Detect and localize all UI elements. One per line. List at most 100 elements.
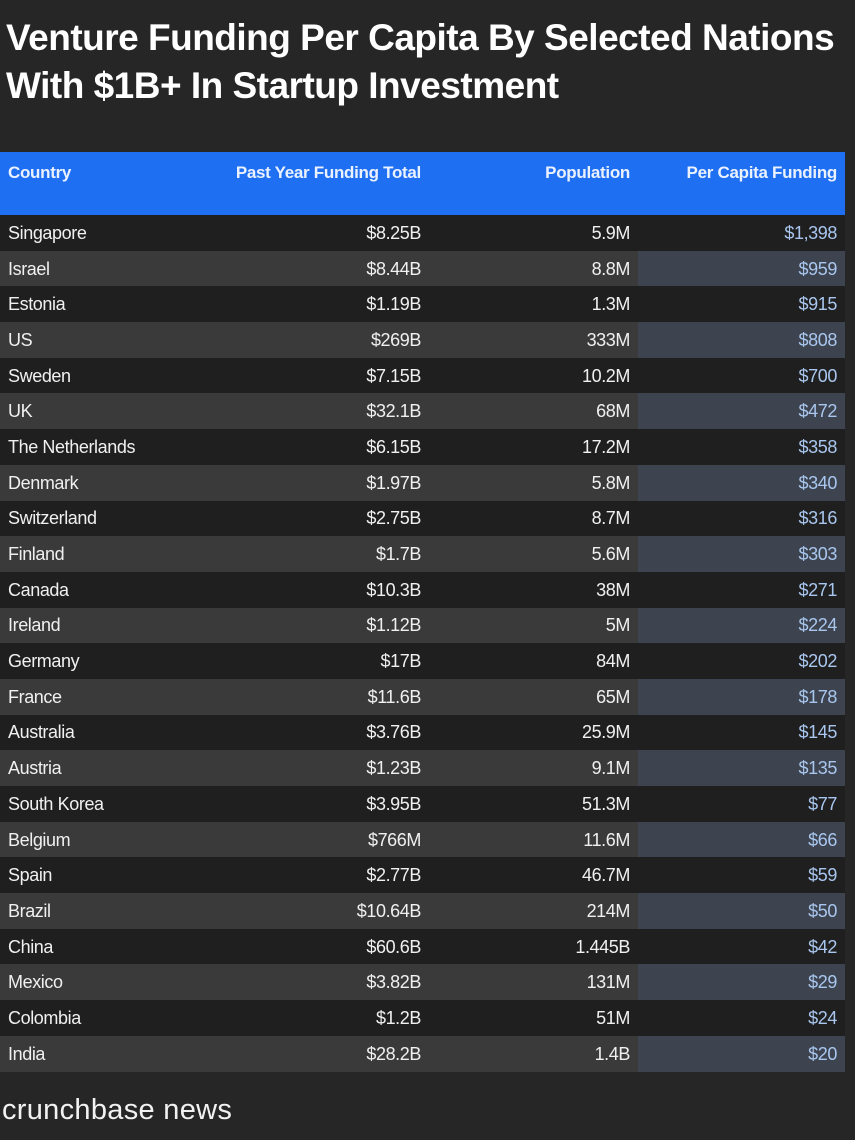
crunchbase-news-logo: crunchbase news bbox=[2, 1094, 233, 1126]
funding-cell: $10.3B bbox=[366, 579, 421, 600]
per-capita-cell: $24 bbox=[808, 1007, 837, 1028]
table-header-row: Country Past Year Funding Total Populati… bbox=[0, 152, 845, 215]
table-row: China $60.6B 1.445B $42 bbox=[0, 928, 845, 965]
funding-cell: $1.7B bbox=[375, 544, 421, 565]
population-cell: 51.3M bbox=[581, 793, 630, 814]
population-cell: 5.9M bbox=[591, 222, 631, 243]
country-cell: India bbox=[8, 1043, 46, 1064]
population-cell: 8.7M bbox=[591, 508, 631, 529]
country-cell: France bbox=[8, 686, 62, 707]
funding-cell: $32.1B bbox=[366, 401, 421, 422]
per-capita-cell: $358 bbox=[798, 436, 838, 457]
population-cell: 131M bbox=[586, 972, 631, 993]
per-capita-cell: $145 bbox=[798, 722, 838, 743]
table-row: Ireland $1.12B 5M $224 bbox=[0, 607, 845, 644]
per-capita-cell: $808 bbox=[638, 322, 845, 358]
table-row: France $11.6B 65M $178 bbox=[0, 678, 845, 715]
table-row: South Korea $3.95B 51.3M $77 bbox=[0, 786, 845, 822]
funding-cell: $3.76B bbox=[366, 722, 421, 743]
funding-cell: $6.15B bbox=[366, 436, 421, 457]
table-row: Denmark $1.97B 5.8M $340 bbox=[0, 464, 845, 501]
country-cell: China bbox=[8, 936, 54, 957]
population-cell: 5M bbox=[605, 615, 631, 636]
country-cell: UK bbox=[8, 401, 33, 422]
per-capita-cell: $1,398 bbox=[784, 222, 837, 243]
per-capita-cell: $340 bbox=[638, 464, 845, 501]
funding-table: Country Past Year Funding Total Populati… bbox=[0, 152, 845, 1072]
funding-cell: $60.6B bbox=[366, 936, 421, 957]
population-cell: 10.2M bbox=[581, 365, 630, 386]
per-capita-cell: $66 bbox=[638, 821, 845, 858]
column-header-country: Country bbox=[0, 152, 216, 215]
country-cell: Switzerland bbox=[8, 508, 97, 529]
funding-cell: $1.19B bbox=[366, 294, 421, 315]
funding-cell: $8.44B bbox=[366, 258, 421, 279]
table-row: Austria $1.23B 9.1M $135 bbox=[0, 750, 845, 786]
population-cell: 333M bbox=[586, 329, 631, 350]
population-cell: 51M bbox=[596, 1007, 630, 1028]
country-cell: Finland bbox=[8, 544, 65, 565]
table-row: Estonia $1.19B 1.3M $915 bbox=[0, 286, 845, 323]
country-cell: Estonia bbox=[8, 294, 66, 315]
funding-cell: $17B bbox=[380, 651, 422, 672]
per-capita-cell: $135 bbox=[638, 750, 845, 786]
funding-cell: $1.2B bbox=[375, 1007, 421, 1028]
funding-cell: $3.82B bbox=[366, 972, 421, 993]
per-capita-cell: $77 bbox=[808, 793, 837, 814]
funding-cell: $8.25B bbox=[366, 222, 421, 243]
funding-cell: $7.15B bbox=[366, 365, 421, 386]
per-capita-cell: $29 bbox=[638, 964, 845, 1001]
country-cell: Ireland bbox=[8, 615, 61, 636]
country-cell: Spain bbox=[8, 865, 53, 886]
population-cell: 25.9M bbox=[581, 722, 630, 743]
population-cell: 9.1M bbox=[591, 758, 631, 779]
population-cell: 1.4B bbox=[594, 1043, 631, 1064]
funding-cell: $1.12B bbox=[366, 615, 421, 636]
population-cell: 65M bbox=[596, 686, 630, 707]
funding-cell: $269B bbox=[370, 329, 421, 350]
country-cell: Australia bbox=[8, 722, 75, 743]
population-cell: 214M bbox=[586, 900, 631, 921]
country-cell: Belgium bbox=[8, 829, 71, 850]
column-header-per-capita: Per Capita Funding bbox=[638, 152, 845, 215]
funding-cell: $1.23B bbox=[366, 758, 421, 779]
funding-cell: $11.6B bbox=[367, 686, 422, 707]
funding-cell: $10.64B bbox=[356, 900, 422, 921]
column-header-funding: Past Year Funding Total bbox=[216, 152, 429, 215]
country-cell: Austria bbox=[8, 758, 62, 779]
country-cell: Colombia bbox=[8, 1007, 81, 1028]
funding-cell: $1.97B bbox=[366, 472, 421, 493]
table-row: India $28.2B 1.4B $20 bbox=[0, 1035, 845, 1072]
per-capita-cell: $959 bbox=[638, 250, 845, 287]
table-row: UK $32.1B 68M $472 bbox=[0, 393, 845, 430]
country-cell: The Netherlands bbox=[8, 436, 136, 457]
country-cell: Brazil bbox=[8, 900, 51, 921]
population-cell: 68M bbox=[596, 401, 630, 422]
funding-cell: $2.75B bbox=[366, 508, 421, 529]
population-cell: 1.3M bbox=[591, 294, 631, 315]
per-capita-cell: $42 bbox=[808, 936, 837, 957]
table-body: Singapore $8.25B 5.9M $1,398 Israel $8.44B 8.8… bbox=[0, 215, 845, 1072]
column-header-population: Population bbox=[429, 152, 638, 215]
per-capita-cell: $915 bbox=[798, 294, 838, 315]
per-capita-cell: $472 bbox=[638, 393, 845, 430]
country-cell: Germany bbox=[8, 651, 80, 672]
table-row: Colombia $1.2B 51M $24 bbox=[0, 1000, 845, 1036]
population-cell: 17.2M bbox=[581, 436, 630, 457]
population-cell: 84M bbox=[596, 651, 630, 672]
table-row: The Netherlands $6.15B 17.2M $358 bbox=[0, 429, 845, 465]
table-row: Singapore $8.25B 5.9M $1,398 bbox=[0, 215, 845, 251]
table-row: Israel $8.44B 8.8M $959 bbox=[0, 250, 845, 287]
table-row: Switzerland $2.75B 8.7M $316 bbox=[0, 500, 845, 537]
table-row: Mexico $3.82B 131M $29 bbox=[0, 964, 845, 1001]
table-row: Belgium $766M 11.6M $66 bbox=[0, 821, 845, 858]
table-row: Canada $10.3B 38M $271 bbox=[0, 571, 845, 608]
per-capita-cell: $20 bbox=[638, 1035, 845, 1072]
table-row: Spain $2.77B 46.7M $59 bbox=[0, 857, 845, 894]
country-cell: Singapore bbox=[8, 222, 87, 243]
table-row: Brazil $10.64B 214M $50 bbox=[0, 893, 845, 929]
funding-cell: $3.95B bbox=[366, 793, 421, 814]
table-row: Germany $17B 84M $202 bbox=[0, 643, 845, 679]
country-cell: Denmark bbox=[8, 472, 79, 493]
country-cell: Canada bbox=[8, 579, 69, 600]
